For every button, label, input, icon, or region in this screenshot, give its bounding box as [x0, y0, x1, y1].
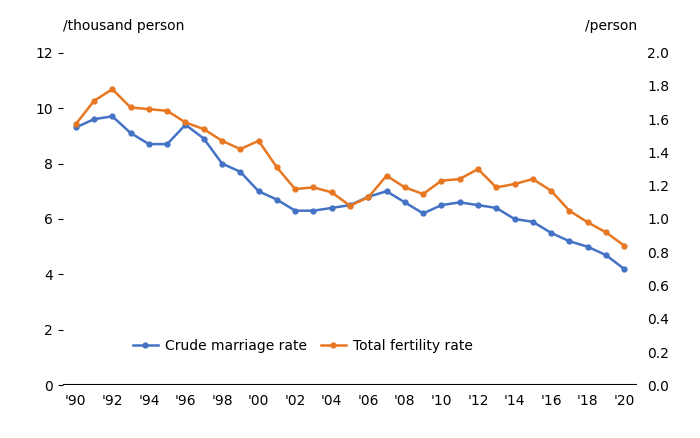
Total fertility rate — [364, 195, 372, 200]
Total fertility rate — [218, 138, 226, 143]
Crude marriage rate — [346, 202, 354, 208]
Total fertility rate — [145, 106, 153, 112]
Crude marriage rate — [528, 219, 537, 224]
Legend: Crude marriage rate, Total fertility rate: Crude marriage rate, Total fertility rat… — [127, 333, 478, 359]
Crude marriage rate — [419, 211, 427, 216]
Total fertility rate — [90, 98, 98, 103]
Total fertility rate — [492, 185, 500, 190]
Crude marriage rate — [90, 117, 98, 122]
Crude marriage rate — [492, 205, 500, 211]
Crude marriage rate — [199, 136, 208, 141]
Total fertility rate — [400, 185, 409, 190]
Crude marriage rate — [456, 200, 464, 205]
Total fertility rate — [565, 208, 573, 213]
Crude marriage rate — [328, 205, 336, 211]
Total fertility rate — [328, 190, 336, 195]
Crude marriage rate — [108, 114, 117, 119]
Crude marriage rate — [163, 141, 172, 147]
Crude marriage rate — [400, 200, 409, 205]
Crude marriage rate — [474, 202, 482, 208]
Crude marriage rate — [364, 194, 372, 199]
Total fertility rate — [419, 191, 427, 197]
Text: /thousand person: /thousand person — [63, 18, 184, 32]
Total fertility rate — [163, 108, 172, 113]
Crude marriage rate — [510, 216, 519, 222]
Crude marriage rate — [127, 131, 135, 136]
Total fertility rate — [291, 187, 300, 192]
Crude marriage rate — [382, 189, 391, 194]
Total fertility rate — [382, 173, 391, 178]
Crude marriage rate — [218, 161, 226, 166]
Line: Total fertility rate: Total fertility rate — [74, 87, 626, 248]
Text: /person: /person — [585, 18, 637, 32]
Total fertility rate — [474, 166, 482, 172]
Crude marriage rate — [565, 239, 573, 244]
Total fertility rate — [620, 243, 629, 248]
Crude marriage rate — [273, 197, 281, 202]
Total fertility rate — [71, 121, 80, 127]
Crude marriage rate — [145, 141, 153, 147]
Total fertility rate — [108, 87, 117, 92]
Total fertility rate — [309, 185, 318, 190]
Crude marriage rate — [291, 208, 300, 213]
Total fertility rate — [547, 188, 555, 193]
Crude marriage rate — [583, 244, 592, 249]
Crude marriage rate — [254, 189, 262, 194]
Total fertility rate — [346, 203, 354, 208]
Total fertility rate — [528, 177, 537, 182]
Line: Crude marriage rate: Crude marriage rate — [74, 114, 626, 272]
Total fertility rate — [273, 165, 281, 170]
Crude marriage rate — [620, 266, 629, 272]
Total fertility rate — [510, 181, 519, 187]
Total fertility rate — [181, 120, 190, 125]
Crude marriage rate — [438, 202, 446, 208]
Crude marriage rate — [547, 230, 555, 236]
Total fertility rate — [583, 220, 592, 225]
Crude marriage rate — [602, 252, 610, 258]
Total fertility rate — [456, 177, 464, 182]
Total fertility rate — [602, 230, 610, 235]
Crude marriage rate — [309, 208, 318, 213]
Total fertility rate — [254, 138, 262, 143]
Total fertility rate — [236, 146, 244, 152]
Crude marriage rate — [181, 122, 190, 127]
Total fertility rate — [127, 105, 135, 110]
Crude marriage rate — [236, 169, 244, 174]
Crude marriage rate — [71, 125, 80, 130]
Total fertility rate — [199, 127, 208, 132]
Total fertility rate — [438, 178, 446, 184]
